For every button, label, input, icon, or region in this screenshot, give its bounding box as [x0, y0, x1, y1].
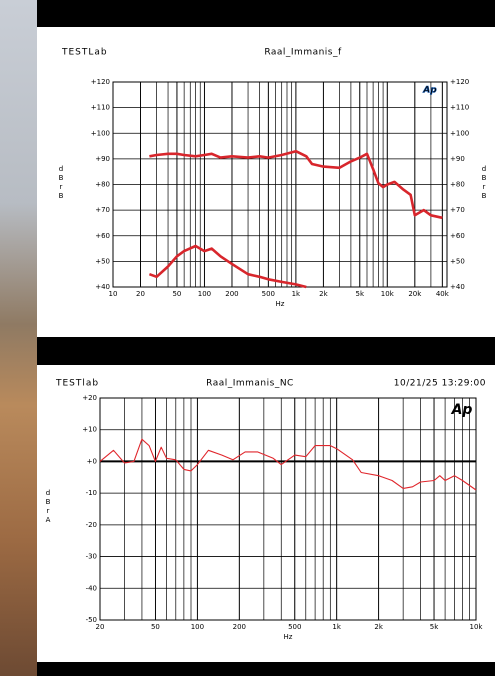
panel	[37, 365, 495, 662]
x-tick-label: 50	[172, 290, 181, 298]
plot-frame	[99, 397, 477, 621]
y-tick-label: -40	[86, 584, 97, 592]
x-tick-label: 500	[262, 290, 275, 298]
y-tick-label: +80	[95, 181, 110, 189]
x-tick-label: 10k	[470, 623, 484, 631]
y-tick-label: +90	[95, 155, 110, 163]
x-tick-label: 100	[198, 290, 211, 298]
x-tick-label: 200	[233, 623, 246, 631]
background-photo	[0, 0, 37, 676]
x-tick-label: 50	[151, 623, 160, 631]
y-tick-label: +110	[91, 104, 110, 112]
y-tick-label: +60	[450, 232, 465, 240]
y-tick-label: -20	[86, 521, 97, 529]
y-tick-label: -30	[86, 553, 97, 561]
x-tick-label: 1k	[292, 290, 301, 298]
y-tick-label: +70	[450, 206, 465, 214]
plot-frame	[112, 81, 448, 288]
x-tick-label: 200	[225, 290, 238, 298]
y-tick-label: -10	[86, 489, 97, 497]
y-tick-label: +70	[95, 206, 110, 214]
y-axis-label: dBr B	[481, 164, 488, 200]
y-tick-label: +120	[91, 78, 110, 86]
x-axis-label: Hz	[276, 300, 285, 308]
date: 10/21/25 13:29:00	[394, 379, 486, 389]
y-tick-label: +50	[95, 257, 110, 265]
x-tick-label: 1k	[332, 623, 341, 631]
y-tick-label: -50	[86, 616, 97, 624]
y-tick-label: +50	[450, 257, 465, 265]
chart-title: Raal_Immanis_f	[264, 48, 342, 58]
data-line	[99, 438, 477, 491]
y-tick-label: +0	[87, 457, 97, 465]
x-tick-label: 40k	[436, 290, 450, 298]
header: TESTLab	[61, 48, 108, 58]
y-axis-label: dBr A	[45, 489, 52, 524]
y-tick-label: +40	[95, 283, 110, 291]
y-tick-label: +20	[82, 394, 97, 402]
y-tick-label: +60	[95, 232, 110, 240]
data-line	[149, 149, 443, 220]
y-tick-label: +80	[450, 181, 465, 189]
logo: Ap	[451, 402, 473, 418]
y-tick-label: +40	[450, 283, 465, 291]
x-axis-label: Hz	[284, 633, 293, 641]
y-tick-label: +110	[450, 104, 469, 112]
chart-title: Raal_Immanis_NC	[206, 379, 294, 389]
x-tick-label: 20	[96, 623, 105, 631]
x-tick-label: 500	[288, 623, 301, 631]
y-tick-label: +100	[450, 129, 469, 137]
y-axis-label: dBr B	[58, 164, 65, 200]
x-tick-label: 10	[109, 290, 118, 298]
x-tick-label: 20k	[408, 290, 422, 298]
header: TESTlab	[55, 379, 99, 389]
y-tick-label: +10	[82, 426, 97, 434]
x-tick-label: 100	[191, 623, 204, 631]
y-tick-label: +90	[450, 155, 465, 163]
x-tick-label: 2k	[374, 623, 383, 631]
data-line	[148, 244, 307, 289]
x-tick-label: 10k	[381, 290, 395, 298]
x-tick-label: 2k	[319, 290, 328, 298]
x-tick-label: 20	[136, 290, 145, 298]
logo: Ap	[422, 86, 437, 96]
y-tick-label: +120	[450, 78, 469, 86]
y-tick-label: +100	[91, 129, 110, 137]
x-tick-label: 5k	[430, 623, 439, 631]
x-tick-label: 5k	[355, 290, 364, 298]
